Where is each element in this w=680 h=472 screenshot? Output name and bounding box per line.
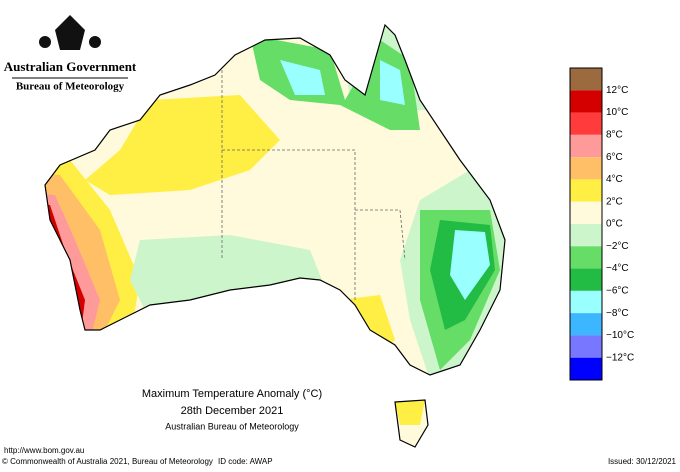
legend-swatch xyxy=(570,201,602,224)
legend-swatch xyxy=(570,246,602,269)
map-region xyxy=(250,35,420,130)
caption-date: 28th December 2021 xyxy=(181,405,284,417)
legend-label: 6°C xyxy=(606,152,623,163)
legend-swatch xyxy=(570,224,602,247)
legend-label: −10°C xyxy=(606,330,634,341)
legend-label: 10°C xyxy=(606,107,628,118)
legend-label: −12°C xyxy=(606,352,634,363)
legend-swatch xyxy=(570,90,602,113)
map-region xyxy=(85,95,280,195)
coastline xyxy=(44,23,506,448)
map-region xyxy=(280,60,325,95)
legend-label: 2°C xyxy=(606,196,623,207)
map-region xyxy=(450,230,490,300)
government-name: Australian Government xyxy=(4,59,137,74)
legend: 12°C 10°C 8°C 6°C 4°C 2°C 0°C −2°C −4°C −6°C −8°C −… xyxy=(569,67,634,381)
legend-swatch xyxy=(570,290,602,314)
legend-swatch xyxy=(570,179,602,202)
footer-id-code: ID code: AWAP xyxy=(218,457,273,466)
caption-title: Maximum Temperature Anomaly (°C) xyxy=(142,388,322,400)
legend-swatch xyxy=(570,357,602,380)
legend-label: −8°C xyxy=(606,308,629,319)
legend-swatch xyxy=(570,112,602,135)
legend-label: 8°C xyxy=(606,129,623,140)
legend-label: −6°C xyxy=(606,285,629,296)
caption-source: Australian Bureau of Meteorology xyxy=(165,421,299,431)
map-region xyxy=(380,60,405,105)
legend-swatch xyxy=(570,313,602,336)
footer-issued: Issued: 30/12/2021 xyxy=(608,457,677,466)
legend-label: 0°C xyxy=(606,219,623,230)
legend-label: −2°C xyxy=(606,241,629,252)
legend-label: 12°C xyxy=(606,85,628,96)
crest xyxy=(39,15,101,50)
legend-frame xyxy=(569,67,603,381)
legend-label: −4°C xyxy=(606,263,629,274)
legend-swatch xyxy=(570,335,602,358)
legend-swatch xyxy=(570,157,602,180)
legend-swatch xyxy=(570,68,602,91)
bureau-name: Bureau of Meteorology xyxy=(16,81,125,93)
legend-swatch xyxy=(570,268,602,291)
footer-url: http://www.bom.gov.au xyxy=(4,446,84,455)
legend-label: 4°C xyxy=(606,174,623,185)
map-region xyxy=(395,400,425,425)
footer-copyright: © Commonwealth of Australia 2021, Bureau… xyxy=(2,457,213,466)
legend-swatch xyxy=(570,134,602,158)
